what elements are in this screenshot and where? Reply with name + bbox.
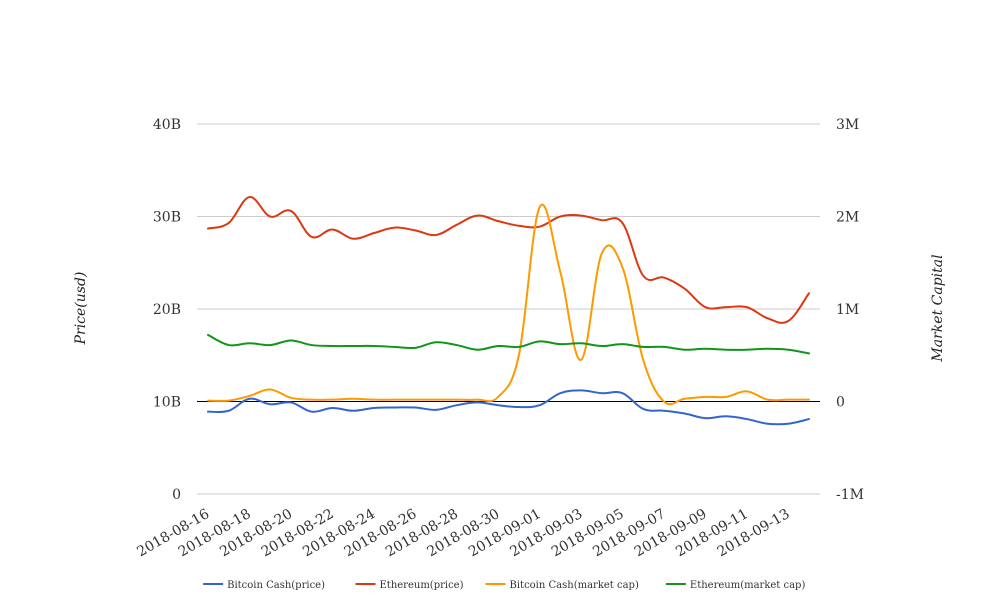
y-tick-label: 30B — [153, 210, 181, 226]
legend-label: Bitcoin Cash(price) — [227, 580, 325, 591]
left-axis-ticks: 0 10B 20B 30B 40B — [153, 117, 181, 503]
y-tick-label: 40B — [153, 117, 181, 133]
y-tick-label: 20B — [153, 302, 181, 318]
legend-item: Ethereum(price) — [355, 580, 464, 591]
legend-label: Bitcoin Cash(market cap) — [510, 580, 639, 591]
y2-tick-label: 3M — [836, 117, 859, 133]
y2-tick-label: 2M — [836, 210, 859, 226]
legend: Bitcoin Cash(price) Ethereum(price) Bitcoi… — [203, 580, 805, 591]
legend-item: Ethereum(market cap) — [665, 580, 806, 591]
y2-axis-title: Market Capital — [930, 254, 946, 362]
legend-label: Ethereum(price) — [380, 580, 464, 591]
legend-item: Bitcoin Cash(market cap) — [485, 580, 639, 591]
series-line-3 — [207, 203, 810, 406]
y-tick-label: 0 — [172, 487, 181, 503]
series-line-2 — [207, 196, 810, 324]
legend-label: Ethereum(market cap) — [690, 580, 806, 591]
gridlines — [197, 123, 820, 495]
series-line-4 — [207, 333, 810, 355]
y2-tick-label: -1M — [836, 487, 864, 503]
y-axis-title: Price(usd) — [73, 272, 89, 346]
legend-item: Bitcoin Cash(price) — [203, 580, 325, 591]
series-line-1 — [207, 389, 810, 426]
x-axis-ticks: 2018-08-162018-08-182018-08-202018-08-22… — [134, 506, 792, 560]
y-tick-label: 10B — [153, 395, 181, 411]
y2-tick-label: 0 — [836, 395, 845, 411]
y2-tick-label: 1M — [836, 302, 859, 318]
right-axis-ticks: -1M 0 1M 2M 3M — [836, 117, 864, 503]
series-lines — [207, 196, 810, 426]
